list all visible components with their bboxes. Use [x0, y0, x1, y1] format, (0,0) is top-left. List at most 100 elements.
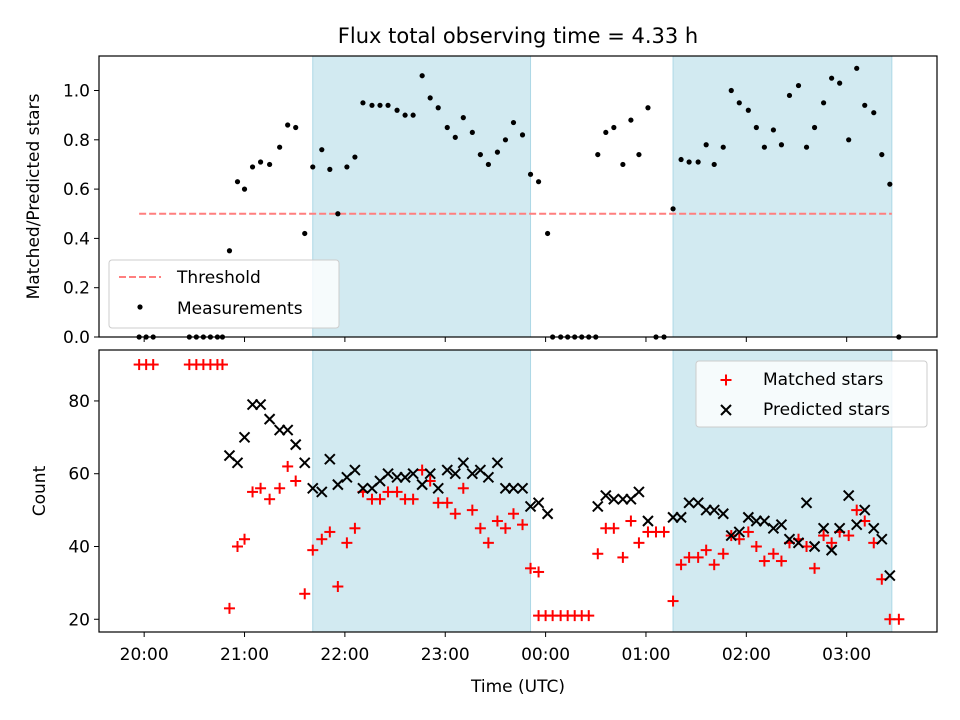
x-tick-label: 22:00 [320, 645, 369, 665]
predicted-stars-point [299, 457, 311, 469]
matched-stars-point [633, 537, 645, 549]
matched-stars-point [818, 530, 830, 542]
predicted-stars-point [725, 529, 737, 542]
measurement-point [686, 159, 692, 165]
matched-stars-point [482, 537, 494, 549]
measurement-point [871, 110, 877, 116]
predicted-stars-point [884, 569, 896, 582]
matched-stars-point [231, 540, 243, 552]
predicted-stars-point [708, 504, 720, 516]
measurement-point [620, 161, 626, 168]
measurement-point [249, 164, 256, 170]
measurement-point [753, 124, 759, 131]
matched-stars-point [583, 610, 595, 622]
predicted-stars-point [524, 500, 537, 513]
y-tick-label: 0.6 [63, 180, 90, 200]
measurement-point [310, 164, 316, 170]
predicted-stars-point [357, 482, 369, 494]
matched-stars-point [332, 581, 344, 593]
y-axis-label: Count [30, 465, 50, 516]
y-tick-label: 40 [68, 537, 90, 557]
measurement-point [862, 102, 868, 108]
matched-stars-point [282, 460, 294, 472]
measurement-point [720, 144, 726, 150]
predicted-stars-point [441, 464, 453, 476]
predicted-stars-point [733, 526, 745, 538]
matched-stars-point [708, 559, 720, 571]
matched-stars-point [499, 522, 511, 534]
predicted-stars-point [842, 489, 855, 502]
measurement-point [369, 102, 375, 108]
matched-stars-point [324, 526, 336, 538]
measurement-point [241, 186, 248, 192]
matched-stars-point [617, 551, 629, 563]
measurement-point [711, 161, 717, 168]
predicted-stars-point [876, 533, 888, 545]
bottom-panel-plot: 20 40 60 80 20:00 21:00 22:00 23:00 00:00 01:00 02… [30, 349, 938, 665]
measurement-point [460, 115, 466, 121]
matched-stars-point [391, 486, 403, 498]
legend-predicted-swatch [720, 404, 732, 416]
measurement-point [703, 142, 709, 148]
matched-stars-point [692, 551, 704, 563]
matched-stars-point [307, 544, 319, 556]
measurement-point [761, 144, 767, 150]
measurement-point [519, 132, 526, 138]
predicted-stars-point [633, 486, 645, 498]
y-tick-label: 0.0 [63, 328, 90, 348]
predicted-stars-point [491, 457, 504, 469]
x-axis-label: Time (UTC) [470, 677, 565, 697]
top-panel-plot: 0.0 0.2 0.4 0.6 0.8 1.0 Matched/Predicted star… [24, 55, 938, 348]
x-tick-label: 21:00 [220, 645, 269, 665]
matched-stars-point [264, 493, 276, 505]
measurement-point [527, 171, 534, 177]
predicted-stars-point [642, 515, 654, 527]
predicted-stars-point [516, 482, 529, 494]
measurement-point [695, 159, 701, 165]
matched-stars-point [341, 537, 353, 549]
measurement-point [360, 100, 366, 106]
measurement-point [494, 149, 501, 155]
measurement-point [444, 124, 450, 131]
predicted-stars-point [238, 431, 251, 444]
matched-stars-point [525, 562, 537, 574]
predicted-stars-point [332, 478, 344, 491]
predicted-stars-point [289, 438, 302, 451]
shaded-interval [312, 350, 531, 632]
x-tick-label: 03:00 [822, 645, 871, 665]
matched-stars-point [507, 508, 519, 520]
measurement-point [887, 181, 893, 187]
matched-stars-point [255, 482, 267, 494]
measurement-point [678, 156, 684, 163]
predicted-stars-point [592, 500, 604, 513]
matched-stars-point [517, 519, 529, 531]
measurement-point [811, 124, 818, 131]
matched-stars-point [299, 588, 311, 600]
matched-stars-point [775, 555, 787, 567]
measurement-point [226, 248, 233, 254]
matched-stars-point [441, 497, 453, 509]
legend-label: Threshold [176, 268, 261, 288]
matched-stars-point [316, 533, 328, 545]
matched-stars-point [491, 515, 503, 527]
matched-stars-point [767, 548, 779, 560]
y-tick-label: 0.2 [63, 279, 90, 299]
matched-stars-point [758, 555, 770, 567]
measurement-point [795, 82, 802, 89]
y-axis-label: Matched/Predicted stars [24, 93, 44, 299]
legend-label: Predicted stars [763, 400, 890, 420]
x-tick-label: 02:00 [722, 645, 771, 665]
predicted-stars-point [407, 468, 419, 480]
predicted-stars-point [399, 471, 411, 484]
legend-measurements-swatch [137, 304, 143, 310]
matched-stars-point [223, 602, 235, 614]
matched-stars-point [407, 493, 419, 505]
shaded-interval [312, 56, 531, 337]
predicted-stars-point [541, 508, 554, 520]
measurement-point [234, 179, 241, 185]
measurement-point [837, 80, 843, 86]
measurement-point [319, 147, 325, 153]
measurement-point [267, 161, 273, 168]
predicted-stars-point [717, 508, 729, 520]
measurement-point [410, 112, 416, 118]
